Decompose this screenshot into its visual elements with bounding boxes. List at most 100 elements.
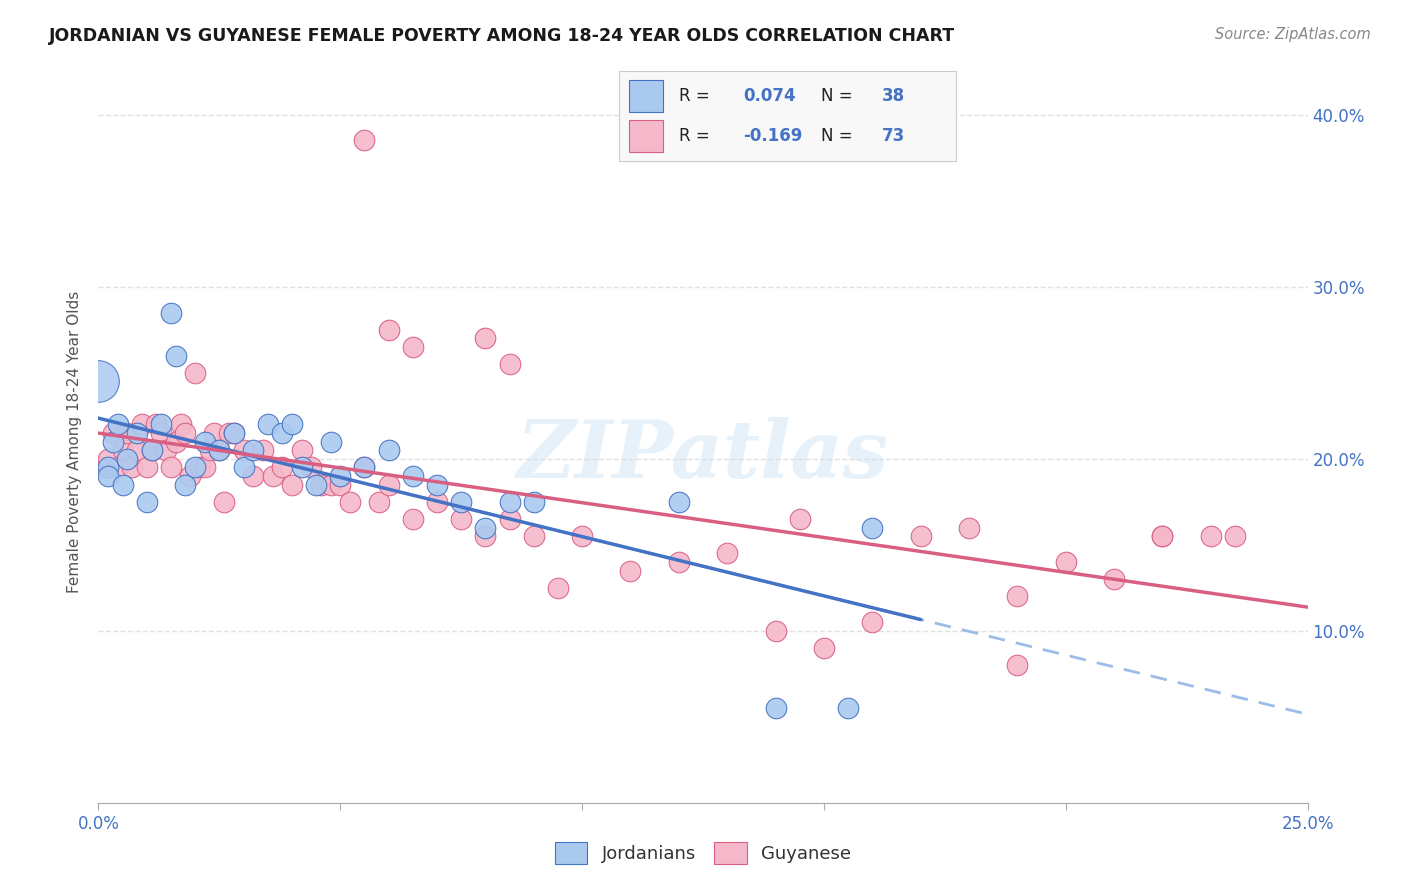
Point <box>141 443 163 458</box>
Text: ZIPatlas: ZIPatlas <box>517 417 889 495</box>
Point <box>135 460 157 475</box>
Text: N =: N = <box>821 127 858 145</box>
Point <box>353 460 375 475</box>
Legend: Jordanians, Guyanese: Jordanians, Guyanese <box>546 833 860 873</box>
Point <box>377 477 399 491</box>
Point <box>426 494 449 508</box>
Point <box>402 469 425 483</box>
Point <box>194 434 217 449</box>
Point <box>474 331 496 345</box>
Point <box>204 425 226 440</box>
Point <box>232 443 254 458</box>
Point <box>910 529 932 543</box>
Point <box>188 460 211 475</box>
Point <box>1152 529 1174 543</box>
Point <box>107 417 129 432</box>
Point <box>339 494 361 508</box>
Point <box>184 460 207 475</box>
Point <box>498 357 520 371</box>
Point <box>208 443 231 458</box>
Point <box>256 417 278 432</box>
Point <box>145 417 167 432</box>
Text: -0.169: -0.169 <box>744 127 803 145</box>
Point <box>402 512 425 526</box>
Point <box>242 443 264 458</box>
Point <box>218 425 240 440</box>
Point <box>87 375 110 389</box>
Point <box>135 494 157 508</box>
Point <box>1054 555 1077 569</box>
Point <box>329 469 352 483</box>
Point <box>1007 658 1029 673</box>
Text: 73: 73 <box>882 127 905 145</box>
Point <box>150 417 173 432</box>
Point <box>353 133 375 147</box>
Point <box>107 460 129 475</box>
Point <box>208 443 231 458</box>
Point <box>169 417 191 432</box>
Point <box>194 460 217 475</box>
Point <box>813 640 835 655</box>
Text: R =: R = <box>679 127 716 145</box>
Point <box>377 443 399 458</box>
Point <box>242 469 264 483</box>
Point <box>377 323 399 337</box>
Point <box>127 443 149 458</box>
Point <box>1223 529 1246 543</box>
Bar <box>628 80 662 112</box>
Point <box>1007 590 1029 604</box>
Point <box>1102 572 1125 586</box>
Point <box>97 451 120 466</box>
Point <box>179 469 201 483</box>
Point <box>232 460 254 475</box>
Point <box>498 494 520 508</box>
Point <box>290 443 312 458</box>
Point <box>160 305 183 319</box>
Point <box>668 555 690 569</box>
Point <box>281 417 304 432</box>
Point <box>474 529 496 543</box>
Point <box>547 581 569 595</box>
Point <box>252 443 274 458</box>
Point <box>111 477 134 491</box>
Point <box>1152 529 1174 543</box>
Point <box>837 701 859 715</box>
Point <box>262 469 284 483</box>
Point <box>165 434 187 449</box>
Point <box>716 546 738 560</box>
Point <box>198 443 221 458</box>
Point <box>957 520 980 534</box>
Point <box>155 443 177 458</box>
Point <box>160 460 183 475</box>
Point <box>860 615 883 630</box>
Text: JORDANIAN VS GUYANESE FEMALE POVERTY AMONG 18-24 YEAR OLDS CORRELATION CHART: JORDANIAN VS GUYANESE FEMALE POVERTY AMO… <box>49 27 955 45</box>
Point <box>765 701 787 715</box>
Point <box>1199 529 1222 543</box>
Point <box>474 520 496 534</box>
Point <box>174 477 197 491</box>
Point <box>450 512 472 526</box>
Point <box>111 443 134 458</box>
Point <box>101 425 124 440</box>
Text: R =: R = <box>679 87 716 105</box>
Point <box>117 451 139 466</box>
Point <box>101 434 124 449</box>
Point <box>319 434 342 449</box>
Text: N =: N = <box>821 87 858 105</box>
Point <box>498 512 520 526</box>
Point <box>212 494 235 508</box>
Point <box>860 520 883 534</box>
Text: 38: 38 <box>882 87 905 105</box>
Point <box>668 494 690 508</box>
Point <box>523 529 546 543</box>
Point <box>141 443 163 458</box>
Point <box>789 512 811 526</box>
Point <box>222 425 245 440</box>
Point <box>97 460 120 475</box>
Point <box>117 425 139 440</box>
Point <box>150 425 173 440</box>
Text: Source: ZipAtlas.com: Source: ZipAtlas.com <box>1215 27 1371 42</box>
Point <box>619 564 641 578</box>
Bar <box>628 120 662 152</box>
Point <box>353 460 375 475</box>
